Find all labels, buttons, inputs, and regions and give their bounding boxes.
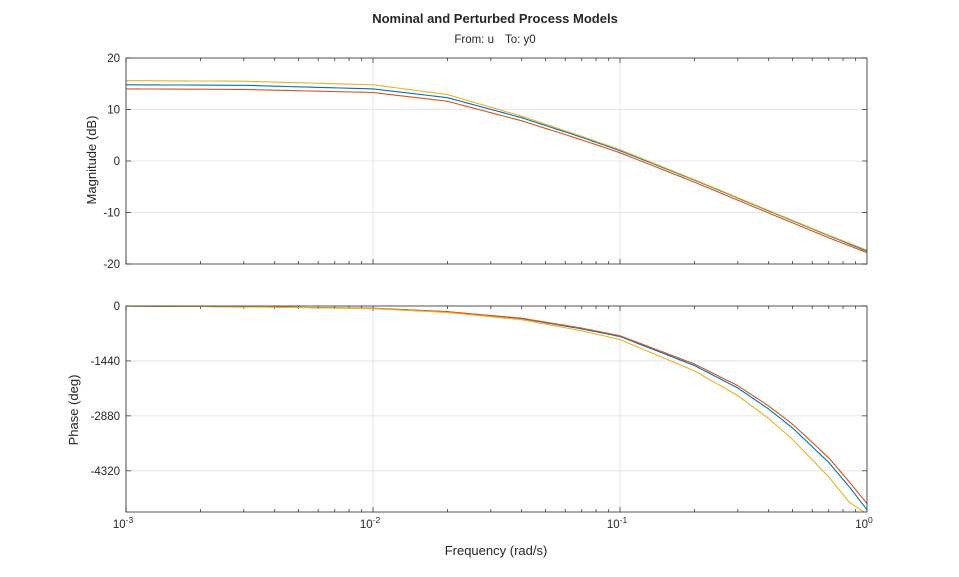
phase-ylabel: Phase (deg) (66, 375, 81, 446)
phase-ytick-label: -1440 (91, 356, 120, 368)
xtick-label: 100 (855, 515, 873, 531)
phase-ytick-label: -4320 (91, 466, 120, 478)
frequency-xlabel: Frequency (rad/s) (445, 543, 548, 558)
subtitle-to: To: y0 (505, 34, 536, 46)
phase-series-model-3-yellow (126, 306, 866, 512)
phase-ytick-label: 0 (114, 301, 120, 313)
magnitude-ytick-label: -20 (103, 259, 120, 271)
phase-axes-box (125, 305, 868, 513)
chart-title: Nominal and Perturbed Process Models (372, 11, 618, 26)
phase-series-model-2-red (126, 306, 867, 504)
magnitude-ylabel: Magnitude (dB) (84, 116, 99, 205)
xtick-label: 10-2 (360, 515, 381, 531)
magnitude-ytick-label: -10 (103, 208, 120, 220)
phase-ytick-label: -2880 (91, 411, 120, 423)
magnitude-ytick-label: 10 (107, 105, 120, 117)
magnitude-ytick-label: 20 (107, 53, 120, 65)
magnitude-axes-box (125, 57, 868, 265)
magnitude-ytick-label: 0 (114, 156, 120, 168)
phase-axes: 0 -1440 -2880 -4320 10-3 10-2 10-1 100 (91, 301, 873, 531)
chart-subtitle: From: u To: y0 (454, 34, 535, 46)
xtick-label: 10-1 (607, 515, 628, 531)
xtick-label: 10-3 (113, 515, 134, 531)
phase-series-model-1-blue (126, 306, 867, 511)
magnitude-axes: 20 10 0 -10 -20 (103, 53, 868, 271)
subtitle-from: From: u (454, 34, 494, 46)
magnitude-series-model-3-yellow (126, 80, 867, 251)
magnitude-series-model-2-red (126, 88, 867, 254)
